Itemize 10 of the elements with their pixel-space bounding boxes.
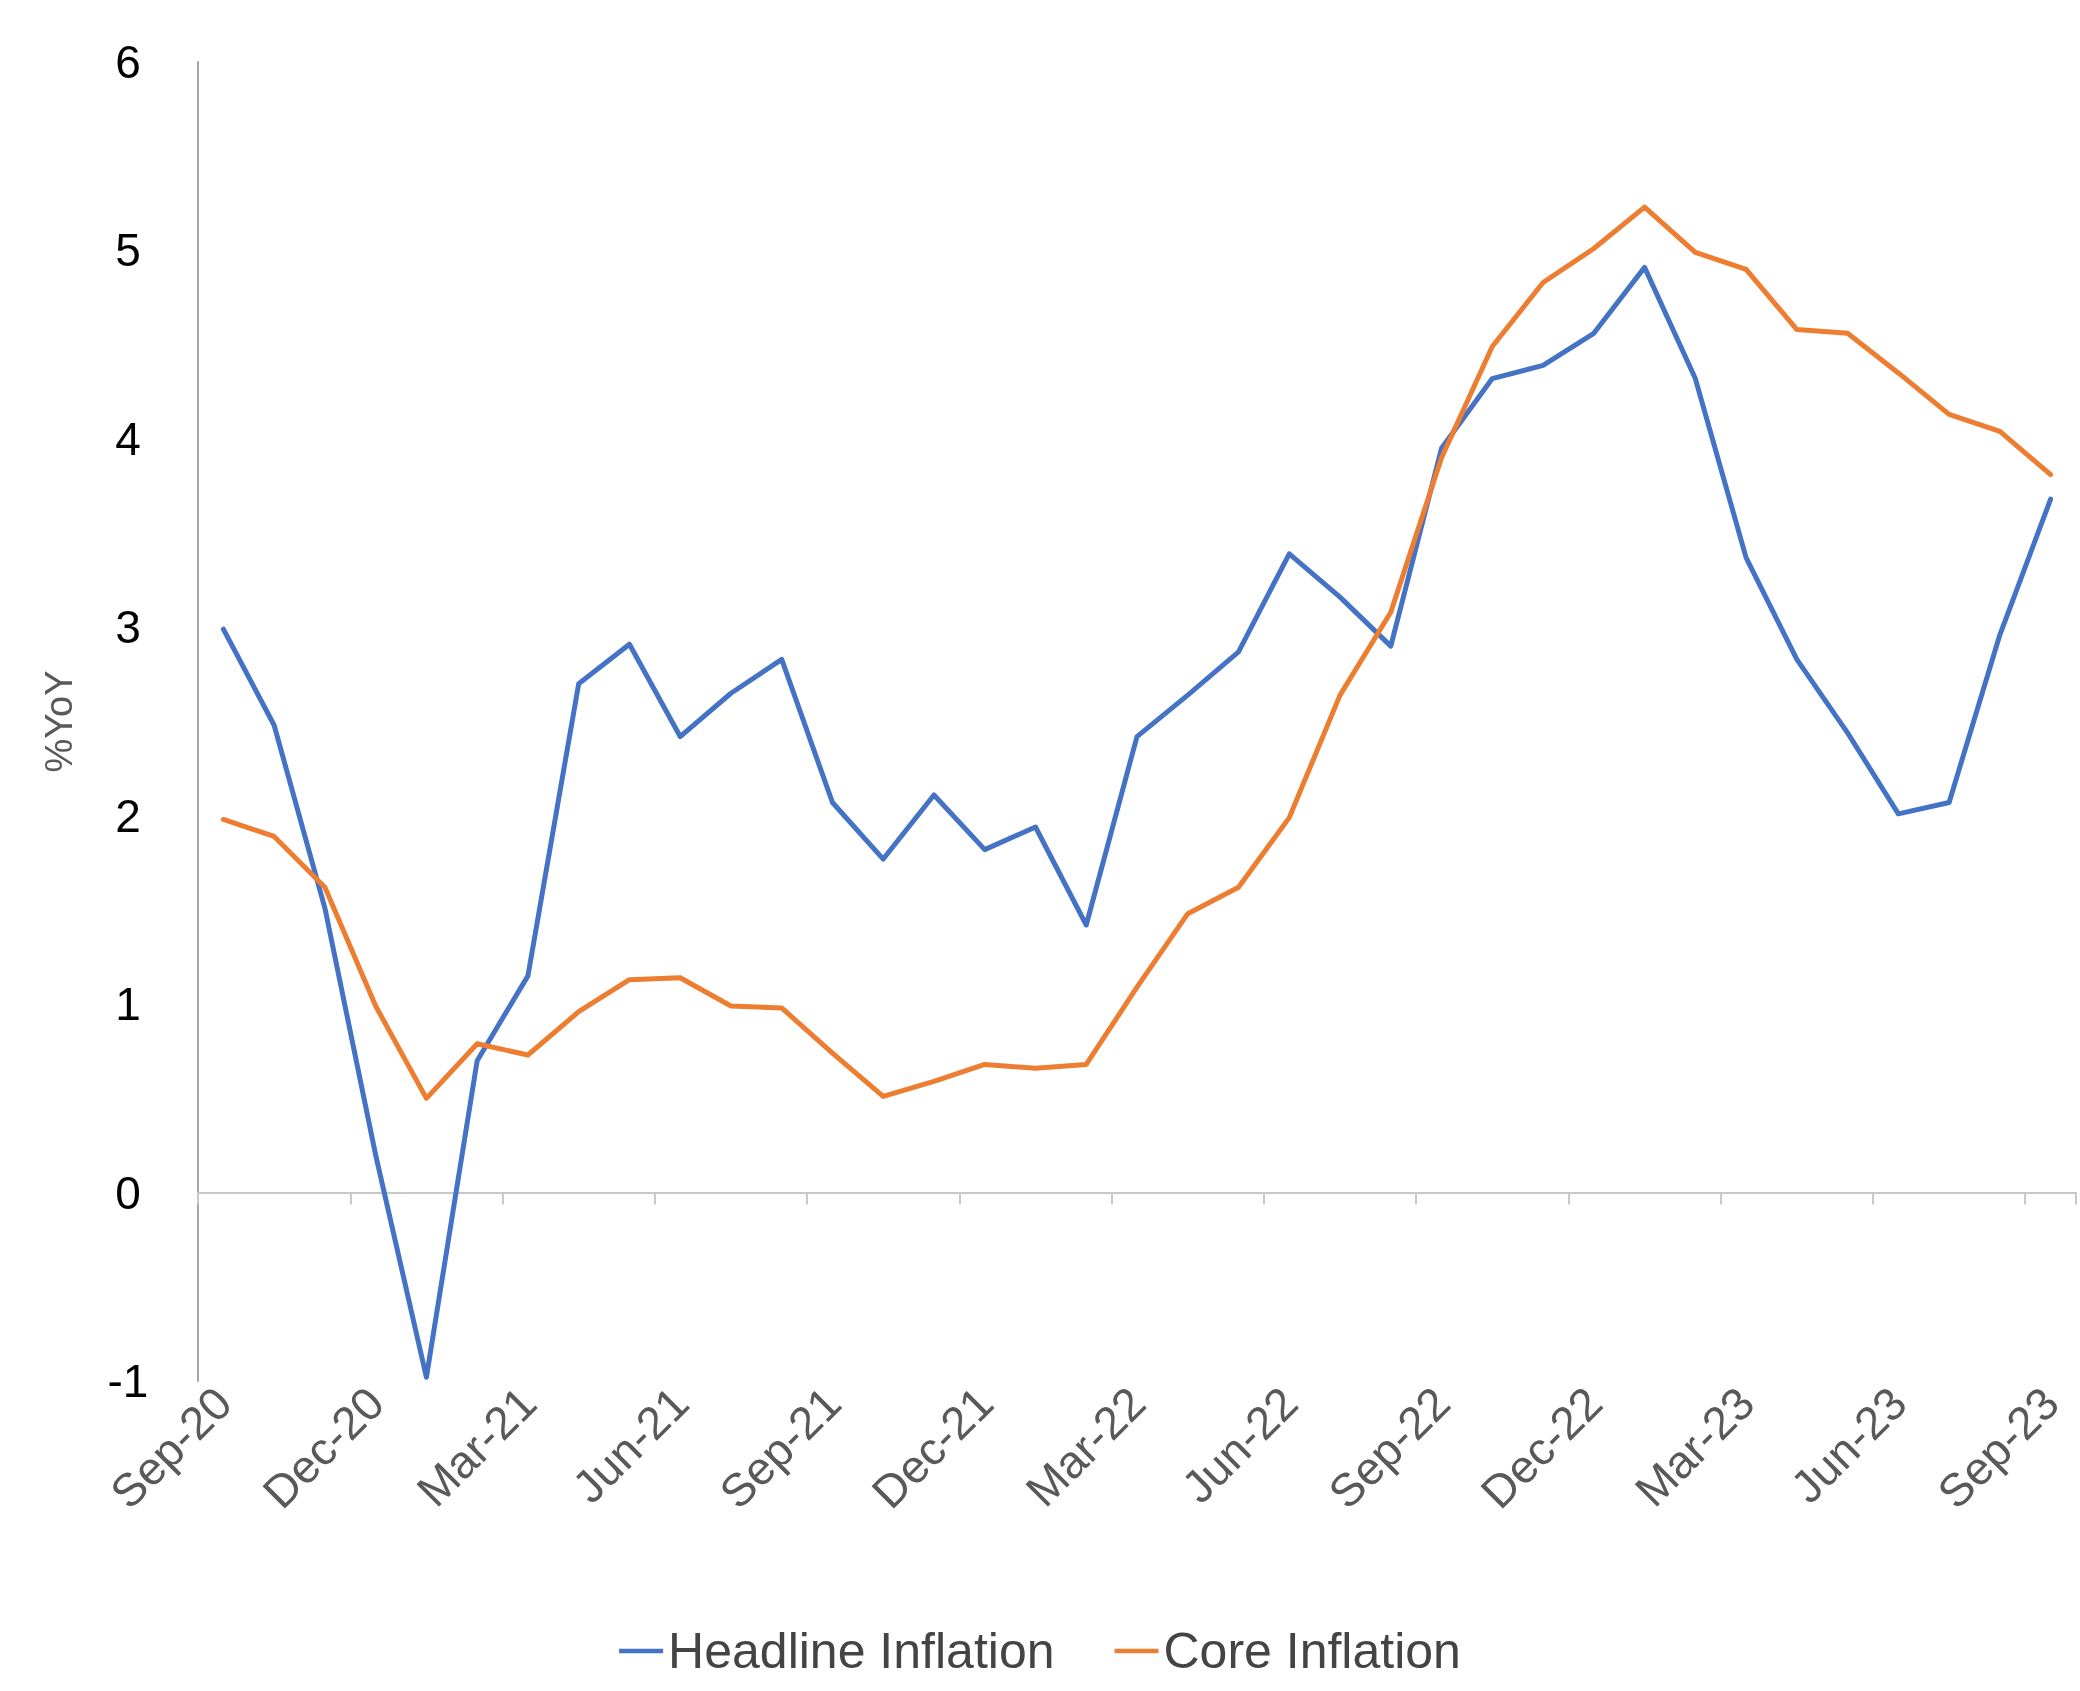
y-tick-label: 3: [115, 601, 141, 654]
legend-label: Core Inflation: [1163, 1623, 1461, 1679]
y-tick-label: 0: [115, 1166, 141, 1219]
y-tick-label: 2: [115, 789, 141, 842]
y-tick-label: 4: [115, 412, 141, 465]
y-tick-label: 6: [115, 36, 141, 88]
y-tick-label: 5: [115, 224, 141, 277]
legend-label: Headline Inflation: [668, 1623, 1055, 1679]
y-tick-label: 1: [115, 978, 141, 1031]
y-axis-title: %YoY: [38, 670, 80, 773]
